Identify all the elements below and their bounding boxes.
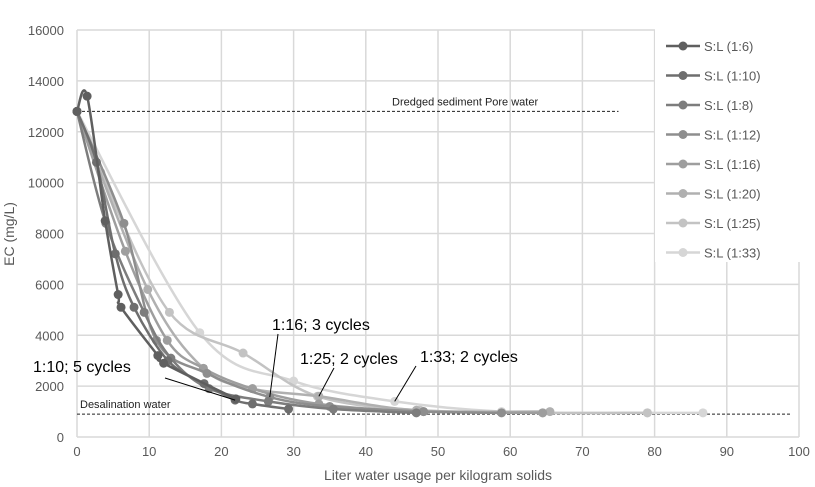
y-tick-label: 12000 — [28, 125, 64, 140]
annotation-leader — [164, 377, 236, 401]
legend-marker — [678, 248, 688, 257]
legend-marker — [678, 159, 688, 169]
data-point — [110, 249, 120, 259]
legend-marker — [678, 71, 688, 80]
data-point — [113, 290, 123, 300]
data-point — [538, 408, 548, 418]
data-point — [129, 302, 139, 312]
annotation-label: 1:16; 3 cycles — [272, 317, 370, 334]
x-axis-label: Liter water usage per kilogram solids — [324, 467, 552, 483]
legend-marker — [678, 100, 688, 110]
data-point — [153, 351, 163, 361]
data-point — [545, 407, 555, 417]
series--1-25- — [72, 106, 652, 418]
data-point — [411, 408, 421, 418]
legend-label: S:L (1:25) — [704, 216, 761, 231]
x-tick-label: 90 — [720, 444, 734, 459]
x-tick-label: 100 — [788, 444, 810, 459]
x-tick-label: 40 — [359, 444, 373, 459]
legend-label: S:L (1:20) — [704, 187, 761, 202]
annotation-label: 1:10; 5 cycles — [33, 359, 131, 376]
data-point — [143, 284, 153, 294]
x-tick-label: 60 — [503, 444, 517, 459]
x-tick-label: 20 — [214, 444, 228, 459]
series--1-20- — [72, 106, 555, 417]
y-tick-label: 8000 — [35, 227, 64, 242]
reference-line-label: Dredged sediment Pore water — [392, 96, 538, 108]
legend-label: S:L (1:16) — [704, 157, 761, 172]
data-point — [263, 396, 273, 406]
legend-label: S:L (1:8) — [704, 98, 753, 113]
y-tick-label: 2000 — [35, 379, 64, 394]
annotation-leader — [269, 333, 279, 398]
data-point — [82, 91, 92, 101]
data-point — [328, 404, 338, 414]
y-tick-label: 10000 — [28, 176, 64, 191]
data-point — [116, 302, 126, 312]
y-axis-label: EC (mg/L) — [1, 202, 17, 266]
data-point — [231, 394, 241, 404]
legend-marker — [678, 130, 688, 139]
x-tick-label: 50 — [431, 444, 445, 459]
data-point — [238, 348, 248, 358]
data-point — [202, 368, 212, 378]
series--1-16- — [72, 106, 548, 418]
legend-label: S:L (1:6) — [704, 39, 753, 54]
tick-labels: 0 10 20 30 40 50 60 70 80 90 100 0 2000 4000 6000 8000 1… — [28, 23, 810, 459]
legend-marker — [678, 189, 688, 198]
legend-label: S:L (1:10) — [704, 69, 761, 84]
x-tick-label: 0 — [73, 444, 80, 459]
data-point — [247, 399, 257, 409]
y-tick-label: 0 — [57, 430, 64, 445]
data-point — [120, 246, 130, 256]
legend-marker — [678, 41, 688, 51]
legend-label: S:L (1:12) — [704, 128, 761, 143]
reference-line-label: Desalination water — [80, 399, 171, 411]
data-point — [497, 408, 507, 418]
y-tick-label: 6000 — [35, 277, 64, 292]
legend: S:L (1:6) S:L (1:10) S:L (1:8) S:L (1:12) S:… — [666, 39, 761, 261]
legend-label: S:L (1:33) — [704, 246, 761, 261]
annotation-leader — [318, 367, 335, 397]
data-point — [72, 106, 82, 116]
series--1-6- — [72, 89, 241, 404]
series--1-12- — [72, 106, 507, 418]
y-tick-label: 14000 — [28, 74, 64, 89]
data-point — [284, 404, 294, 414]
x-tick-label: 30 — [286, 444, 300, 459]
data-point — [698, 408, 708, 418]
annotation-label: 1:25; 2 cycles — [300, 351, 398, 368]
y-tick-label: 4000 — [35, 328, 64, 343]
y-tick-label: 16000 — [28, 23, 64, 38]
series-group — [72, 89, 708, 418]
data-point — [159, 358, 169, 368]
annotations: 1:10; 5 cycles 1:16; 3 cycles 1:25; 2 cycl… — [33, 317, 518, 402]
data-point — [119, 218, 129, 228]
x-tick-label: 10 — [142, 444, 156, 459]
legend-marker — [678, 218, 688, 228]
data-point — [139, 307, 149, 317]
data-point — [419, 407, 429, 417]
series--1-33- — [72, 106, 708, 418]
data-point — [642, 408, 652, 418]
annotation-label: 1:33; 2 cycles — [420, 349, 518, 366]
x-tick-label: 70 — [575, 444, 589, 459]
annotation-leader — [394, 365, 417, 402]
x-tick-label: 80 — [647, 444, 661, 459]
data-point — [162, 335, 172, 345]
data-point — [100, 216, 110, 226]
data-point — [164, 307, 174, 317]
